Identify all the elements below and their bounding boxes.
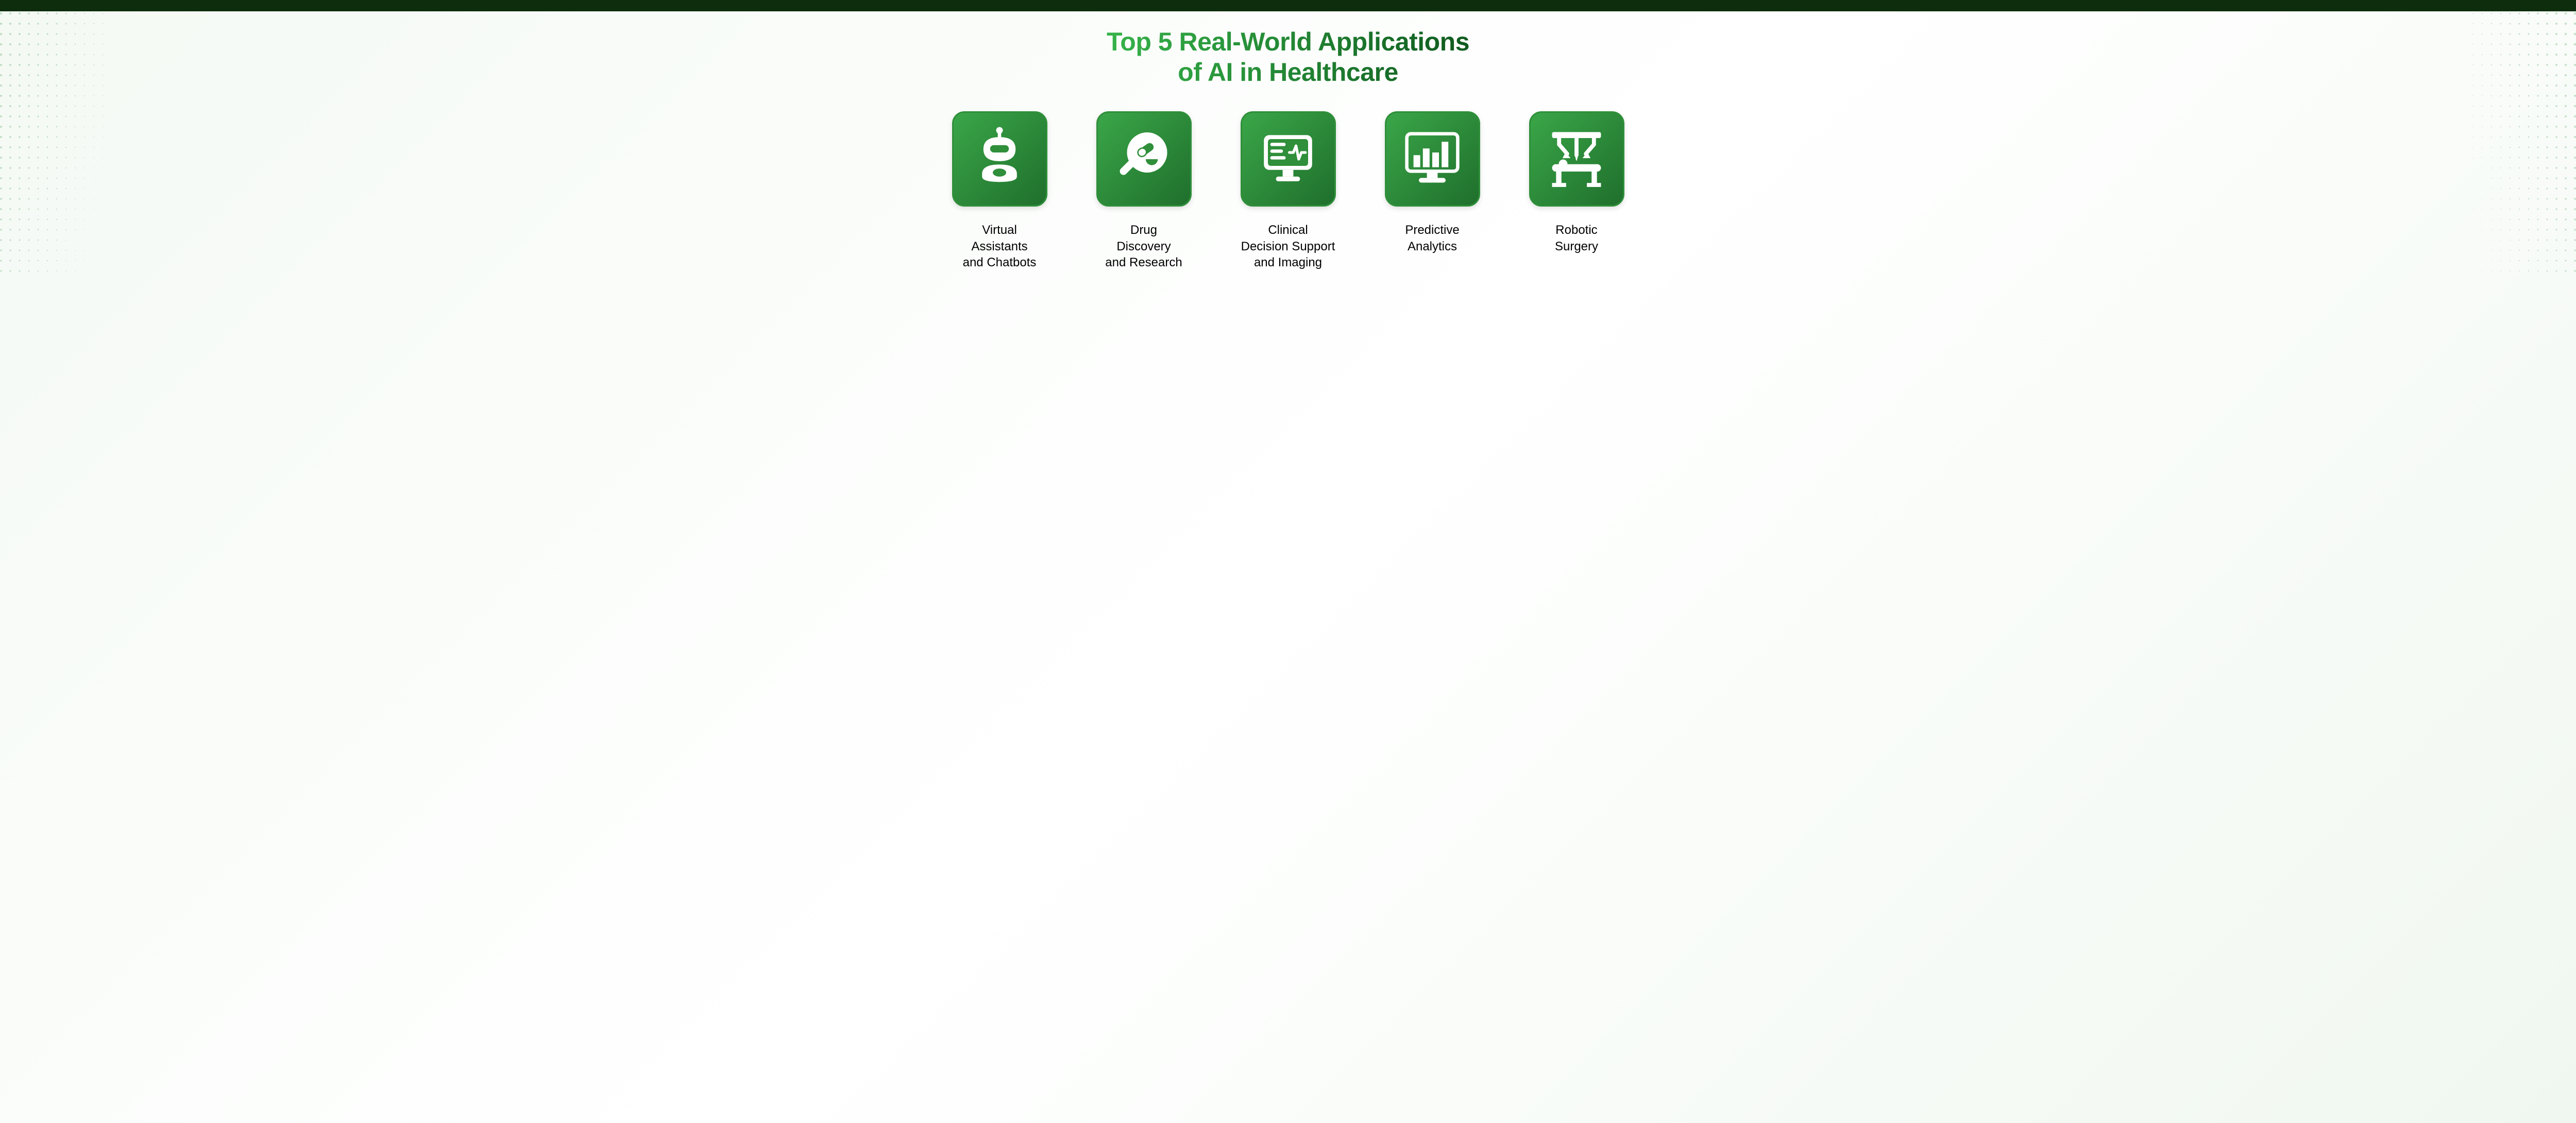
card-label: Virtual Assistants and Chatbots	[963, 222, 1037, 271]
monitor-ecg-icon	[1255, 126, 1321, 193]
infographic-container: Top 5 Real-World Applications of AI in H…	[0, 11, 2576, 302]
surgery-robot-icon	[1543, 126, 1610, 193]
top-accent-bar	[0, 0, 2576, 11]
title-line-1: Top 5 Real-World Applications	[1107, 27, 1469, 56]
card-label: Predictive Analytics	[1405, 222, 1459, 254]
icon-box	[1241, 111, 1336, 207]
cards-row: Virtual Assistants and Chatbots	[933, 111, 1643, 271]
bar-chart-icon	[1399, 126, 1466, 193]
page-title: Top 5 Real-World Applications of AI in H…	[1107, 27, 1469, 88]
card-virtual-assistants: Virtual Assistants and Chatbots	[933, 111, 1066, 271]
card-robotic-surgery: Robotic Surgery	[1510, 111, 1643, 271]
icon-box	[1096, 111, 1192, 207]
icon-box	[1385, 111, 1480, 207]
card-label: Drug Discovery and Research	[1105, 222, 1182, 271]
card-label: Clinical Decision Support and Imaging	[1241, 222, 1335, 271]
icon-box	[1529, 111, 1624, 207]
card-drug-discovery: Drug Discovery and Research	[1077, 111, 1211, 271]
robot-icon	[966, 126, 1033, 193]
title-line-2: of AI in Healthcare	[1178, 58, 1398, 87]
card-label: Robotic Surgery	[1555, 222, 1598, 254]
icon-box	[952, 111, 1047, 207]
magnifier-pill-icon	[1110, 126, 1177, 193]
card-clinical-decision: Clinical Decision Support and Imaging	[1221, 111, 1355, 271]
card-predictive-analytics: Predictive Analytics	[1365, 111, 1499, 271]
